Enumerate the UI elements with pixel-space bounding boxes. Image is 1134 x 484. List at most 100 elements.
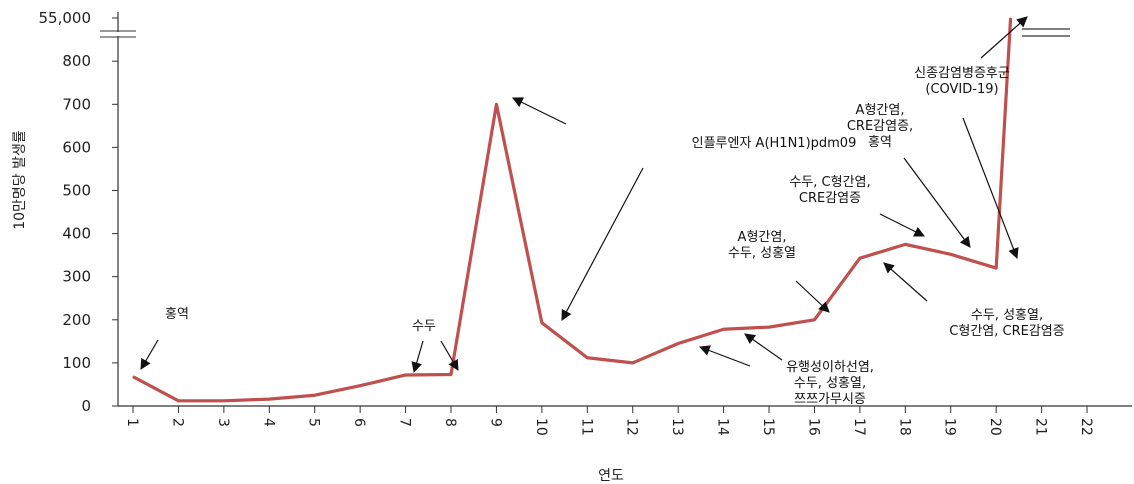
annotation-text: 홍역 [868, 135, 892, 150]
y-tick-label: 0 [81, 397, 91, 415]
annotation-arrow [698, 345, 751, 367]
annotation: 수두, C형간염,CRE감염증 [789, 175, 925, 237]
y-tick-label: 500 [62, 182, 91, 200]
annotation-text: 수두, 성홍열, [794, 376, 866, 391]
x-tick-label: 5 [306, 418, 322, 427]
annotation-text: (COVID-19) [925, 82, 998, 97]
annotation-text: A형간염, [738, 230, 787, 245]
annotation: 수두, 성홍열,C형간염, CRE감염증 [883, 262, 1065, 339]
annotation-arrow [980, 16, 1028, 59]
x-tick-label: 1 [124, 418, 140, 427]
data-point [859, 257, 861, 259]
annotation-text: 인플루엔자 A(H1N1)pdm09 [692, 136, 857, 151]
x-axis-label: 연도 [598, 468, 624, 484]
data-point [632, 362, 634, 364]
annotation: A형간염,수두, 성홍열 [728, 230, 830, 313]
x-tick-label: 9 [487, 418, 503, 427]
annotation: 수두 [411, 319, 459, 374]
annotation: 유행성이하선염,수두, 성홍열,쯔쯔가무시증 [698, 333, 874, 407]
annotation-arrow [411, 340, 424, 374]
annotation: 홍역 [140, 307, 189, 370]
data-point [995, 267, 997, 269]
y-tick-label: 700 [62, 95, 91, 113]
annotation-arrow [512, 97, 567, 125]
annotation-text: 유행성이하선염, [786, 359, 874, 375]
annotation-arrow [795, 280, 830, 313]
y-axis-break-gap [101, 32, 135, 36]
y-tick-label: 400 [62, 225, 91, 243]
annotation: A형간염,CRE감염증,홍역 [847, 103, 971, 248]
y-tick-label: 55,000 [39, 9, 92, 27]
annotation-text: 수두, C형간염, [789, 175, 870, 190]
data-point [132, 376, 134, 378]
annotation-text: 수두, 성홍열 [728, 246, 796, 261]
data-point [1010, 17, 1012, 19]
annotation-arrow [140, 339, 159, 370]
annotation-text: 수두, 성홍열, [971, 308, 1043, 323]
x-tick-label: 17 [851, 418, 867, 436]
data-point [268, 398, 270, 400]
y-tick-label: 100 [62, 354, 91, 372]
x-tick-label: 13 [669, 418, 685, 436]
y-tick-label: 600 [62, 138, 91, 156]
x-tick-label: 12 [624, 418, 640, 436]
series-line [132, 17, 1013, 403]
annotation: 인플루엔자 A(H1N1)pdm09 [512, 97, 857, 321]
annotation-arrow [883, 262, 928, 302]
data-point [723, 328, 725, 330]
x-tick-label: 21 [1033, 418, 1049, 436]
data-point [223, 400, 225, 402]
data-point [359, 385, 361, 387]
data-point [586, 357, 588, 359]
annotation-arrow [903, 157, 971, 248]
x-tick-label: 15 [760, 418, 776, 436]
x-tick-label: 8 [442, 418, 458, 427]
x-tick-label: 22 [1078, 418, 1094, 436]
data-point [405, 374, 407, 376]
x-tick-label: 16 [805, 418, 821, 436]
annotation-text: CRE감염증 [799, 191, 861, 206]
annotation-arrow [744, 333, 783, 361]
annotation-text: 홍역 [165, 307, 189, 322]
data-point [677, 343, 679, 345]
x-tick-label: 4 [260, 418, 276, 427]
y-tick-label: 200 [62, 311, 91, 329]
data-point [541, 322, 543, 324]
data-point [768, 326, 770, 328]
data-point [813, 319, 815, 321]
x-tick-label: 18 [896, 418, 912, 436]
x-tick-label: 11 [578, 418, 594, 436]
x-tick-label: 10 [533, 418, 549, 436]
data-point [314, 394, 316, 396]
x-tick-label: 2 [169, 418, 185, 427]
annotation-arrow [440, 340, 459, 371]
x-tick-label: 14 [715, 418, 731, 436]
series-layer [132, 17, 1070, 403]
data-point [450, 374, 452, 376]
annotation-text: A형간염, [856, 103, 905, 118]
x-tick-label: 19 [942, 418, 958, 436]
x-tick-label: 20 [987, 418, 1003, 436]
annotation-text: 수두 [412, 319, 436, 334]
annotation-text: 신종감염병증후군 [914, 66, 1010, 81]
data-point [177, 400, 179, 402]
annotation-arrow [561, 167, 644, 321]
annotation-text: CRE감염증, [847, 119, 913, 134]
annotation-arrow [879, 213, 925, 237]
x-tick-label: 7 [397, 418, 413, 427]
data-point [904, 243, 906, 245]
x-tick-label: 3 [215, 418, 231, 427]
annotation-text: C형간염, CRE감염증 [949, 324, 1064, 339]
annotation: 신종감염병증후군(COVID-19) [914, 16, 1028, 260]
x-tick-label: 6 [351, 418, 367, 427]
y-tick-label: 300 [62, 268, 91, 286]
y-tick-label: 800 [62, 52, 91, 70]
y-axis-label: 10만명당 발생률 [12, 130, 28, 230]
annotation-arrow [962, 117, 1019, 260]
data-point [495, 103, 497, 105]
annotation-text: 쯔쯔가무시증 [794, 392, 866, 407]
data-point [950, 253, 952, 255]
